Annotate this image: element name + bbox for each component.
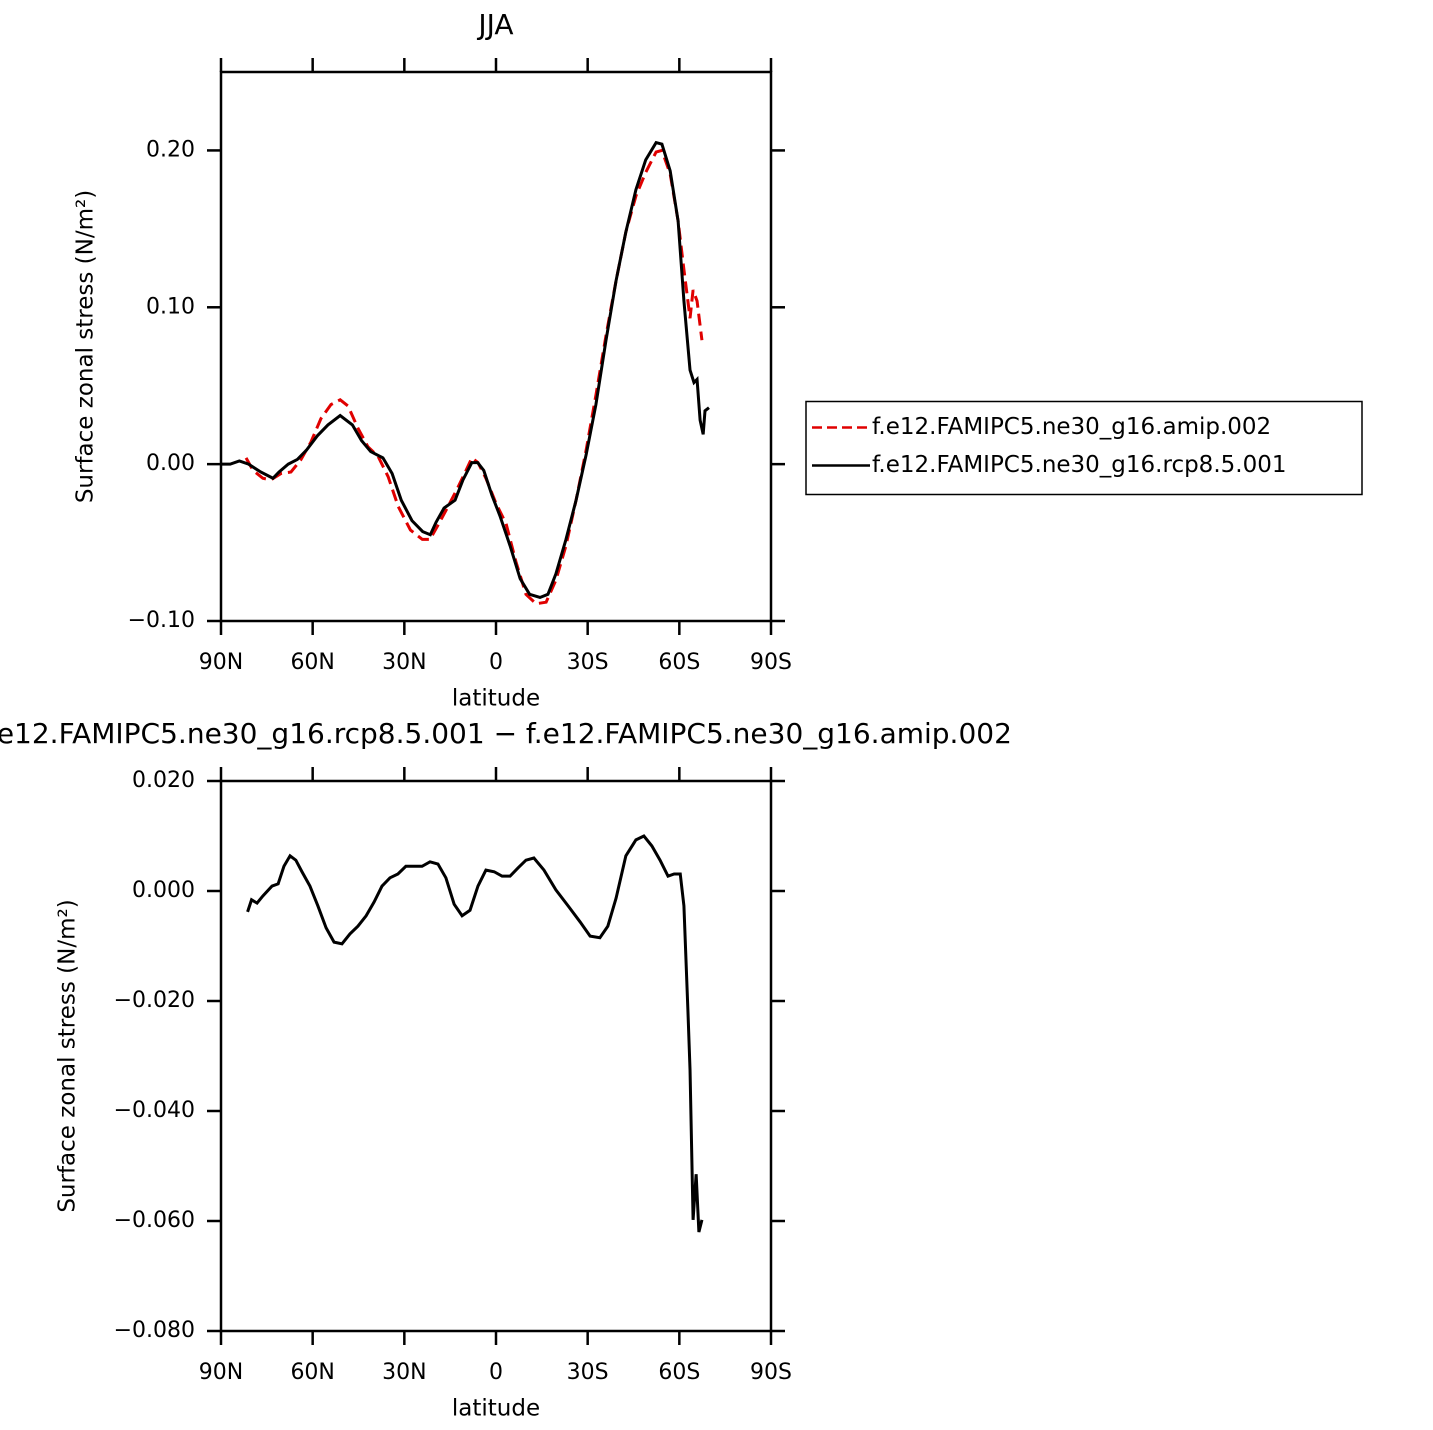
legend-label: f.e12.FAMIPC5.ne30_g16.amip.002 [872, 414, 1271, 440]
x-axis-label: latitude [452, 686, 540, 712]
y-tick-label: −0.040 [114, 1098, 195, 1123]
y-tick-label: 0.20 [146, 137, 195, 162]
data-line [244, 148, 704, 606]
y-tick-label: 0.00 [146, 451, 195, 476]
legend-label: f.e12.FAMIPC5.ne30_g16.rcp8.5.001 [872, 452, 1286, 478]
y-tick-label: −0.060 [114, 1208, 195, 1233]
x-tick-label: 30S [567, 650, 609, 675]
x-tick-label: 90N [199, 650, 243, 675]
x-axis-label: latitude [452, 1396, 540, 1422]
chart-title: JJA [476, 8, 513, 41]
x-tick-label: 90S [750, 650, 792, 675]
x-tick-label: 30S [567, 1360, 609, 1385]
x-tick-label: 30N [382, 650, 426, 675]
y-tick-label: 0.000 [132, 878, 195, 903]
y-axis-label: Surface zonal stress (N/m²) [73, 190, 99, 503]
legend-box [805, 400, 1363, 496]
x-tick-label: 60N [290, 1360, 334, 1385]
panel: f.e12.FAMIPC5.ne30_g16.rcp8.5.001 − f.e1… [0, 717, 1012, 1422]
x-tick-label: 90S [750, 1360, 792, 1385]
x-tick-label: 60S [658, 1360, 700, 1385]
x-tick-label: 0 [489, 650, 503, 675]
y-tick-label: −0.10 [128, 608, 195, 633]
chart-title: f.e12.FAMIPC5.ne30_g16.rcp8.5.001 − f.e1… [0, 717, 1012, 750]
x-tick-label: 0 [489, 1360, 503, 1385]
x-tick-label: 90N [199, 1360, 243, 1385]
y-axis-label: Surface zonal stress (N/m²) [55, 899, 81, 1212]
x-tick-label: 30N [382, 1360, 426, 1385]
x-tick-label: 60S [658, 650, 700, 675]
y-tick-label: 0.020 [132, 768, 195, 793]
y-tick-label: −0.080 [114, 1318, 195, 1343]
y-tick-label: −0.020 [114, 988, 195, 1013]
data-line [221, 140, 710, 600]
y-tick-label: 0.10 [146, 294, 195, 319]
x-tick-label: 60N [290, 650, 334, 675]
panel: JJA latitude Surface zonal stress (N/m²) −0… [73, 8, 1363, 712]
data-line [246, 834, 704, 1233]
